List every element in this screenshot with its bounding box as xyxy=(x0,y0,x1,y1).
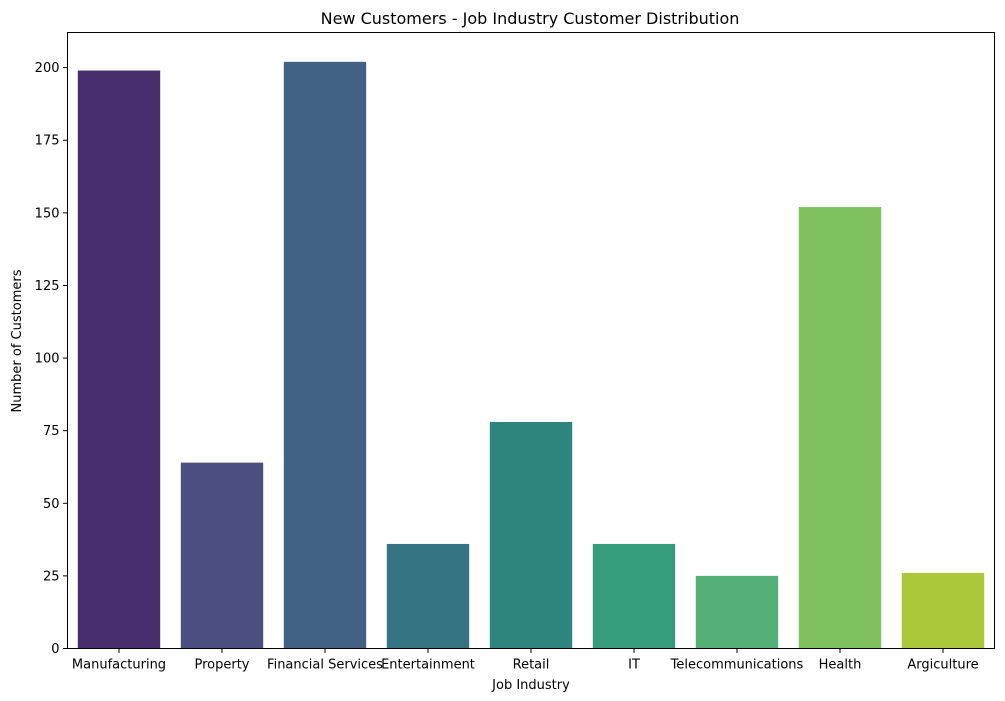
chart-title: New Customers - Job Industry Customer Di… xyxy=(321,9,740,28)
bar-entertainment xyxy=(386,543,470,649)
x-axis: Manufacturing Property Financial ServicesE… xyxy=(72,648,979,673)
bar-argiculture xyxy=(901,572,985,649)
y-tick-label: 50 xyxy=(43,497,60,512)
y-tick-label: 200 xyxy=(35,61,60,76)
bar-manufacturing xyxy=(77,70,161,649)
x-tick-label: IT xyxy=(628,658,640,673)
x-tick-label: Retail xyxy=(513,658,550,673)
bar-health xyxy=(798,207,882,649)
x-axis-label: Job Industry xyxy=(491,678,570,693)
x-tick-label: Manufacturing xyxy=(72,658,166,673)
bar-financial-services xyxy=(283,61,367,649)
y-tick-label: 75 xyxy=(43,424,60,439)
y-tick-label: 150 xyxy=(35,206,60,221)
bar-retail xyxy=(489,421,573,649)
y-tick-label: 0 xyxy=(51,642,59,657)
x-tick-label: Financial Services xyxy=(267,658,383,673)
bar-telecommunications xyxy=(695,575,779,649)
y-tick-label: 25 xyxy=(43,569,60,584)
axes-frame xyxy=(67,32,995,649)
y-axis: 0 25 50 75 100 125 150 175 200 xyxy=(35,61,68,657)
x-tick-label: Telecommunications xyxy=(670,658,804,673)
bars-group xyxy=(77,61,985,649)
x-tick-label: Health xyxy=(819,658,862,673)
y-tick-label: 175 xyxy=(35,134,60,149)
x-tick-label: Entertainment xyxy=(381,658,475,673)
x-tick-label: Argiculture xyxy=(907,658,978,673)
bar-it xyxy=(592,543,676,649)
y-axis-label: Number of Customers xyxy=(10,269,25,412)
y-tick-label: 100 xyxy=(35,352,60,367)
y-tick-label: 125 xyxy=(35,279,60,294)
bar-property xyxy=(180,462,264,649)
x-tick-label: Property xyxy=(194,658,249,673)
